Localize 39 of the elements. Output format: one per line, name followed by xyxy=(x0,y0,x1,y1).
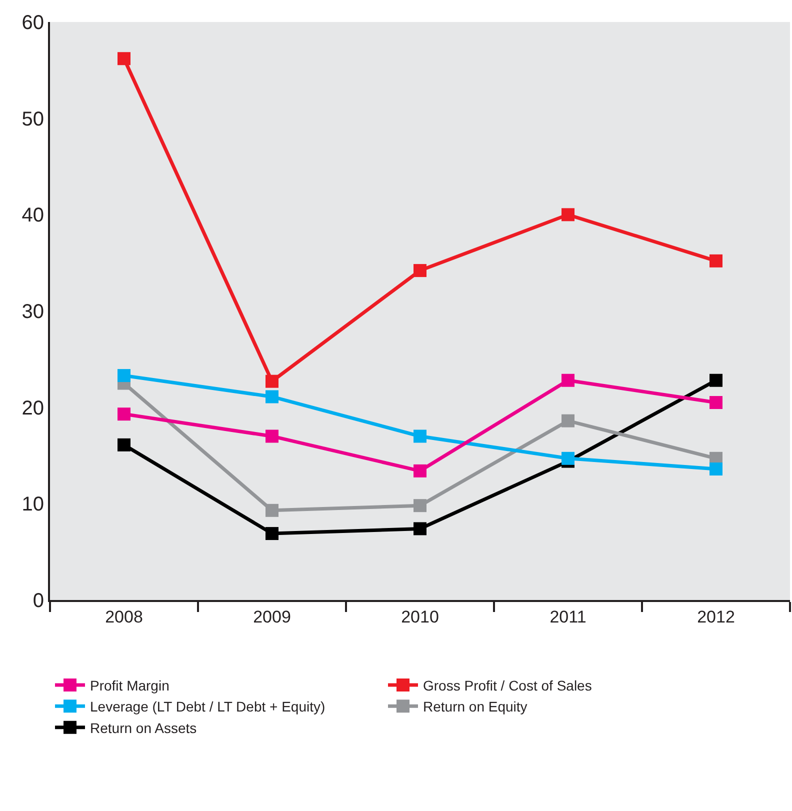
point xyxy=(266,430,278,443)
y-tick-label: 60 xyxy=(22,12,44,34)
point xyxy=(710,254,722,268)
y-tick-label: 0 xyxy=(32,590,44,612)
point xyxy=(710,462,722,476)
point xyxy=(266,390,278,404)
x-tick-label: 2009 xyxy=(253,607,291,626)
point xyxy=(118,438,130,452)
point xyxy=(562,414,574,428)
point xyxy=(710,374,722,387)
legend-label: Profit Margin xyxy=(90,677,170,694)
point xyxy=(118,52,130,66)
point xyxy=(414,499,426,512)
point xyxy=(266,504,278,517)
legend-label: Return on Assets xyxy=(90,720,197,736)
point xyxy=(414,464,426,478)
point xyxy=(562,374,574,387)
point xyxy=(414,264,426,278)
x-tick-label: 2012 xyxy=(697,607,735,626)
legend-label: Return on Equity xyxy=(423,698,528,715)
point xyxy=(562,452,574,465)
x-tick-label: 2010 xyxy=(401,607,439,626)
point xyxy=(562,208,574,222)
x-tick-label: 2011 xyxy=(550,607,586,626)
y-tick-label: 50 xyxy=(22,108,44,130)
point xyxy=(118,369,130,382)
y-tick-label: 30 xyxy=(22,301,44,323)
y-tick-label: 40 xyxy=(22,204,44,227)
x-tick-label: 2008 xyxy=(105,607,143,626)
legend-label: Leverage (LT Debt / LT Debt + Equity) xyxy=(90,698,326,715)
point xyxy=(266,374,278,388)
point xyxy=(414,522,426,536)
point xyxy=(414,430,426,443)
point xyxy=(118,408,130,421)
y-tick-label: 20 xyxy=(22,397,44,420)
point xyxy=(266,527,278,540)
legend-label: Gross Profit / Cost of Sales xyxy=(423,677,592,694)
point xyxy=(710,396,722,410)
y-tick-label: 10 xyxy=(22,494,44,516)
